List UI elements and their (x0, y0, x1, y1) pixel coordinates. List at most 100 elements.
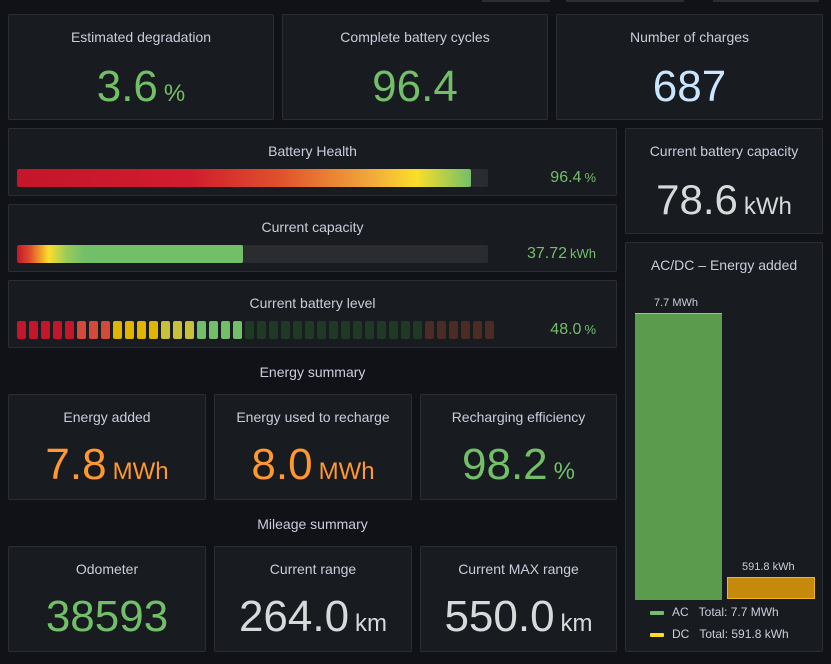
top-edge-panel (713, 0, 819, 2)
stat-value: 7.8 (45, 440, 107, 489)
current-capacity-fill (17, 245, 243, 263)
value-unit: % (584, 170, 596, 185)
battery-level-value: 48.0% (550, 321, 596, 339)
battery-level-segment (485, 321, 494, 339)
battery-level-segment (197, 321, 206, 339)
battery-level-segment (353, 321, 362, 339)
battery-level-segment (185, 321, 194, 339)
battery-level-segment (113, 321, 122, 339)
battery-level-segment (233, 321, 242, 339)
ac-bar-label: 7.7 MWh (654, 297, 699, 309)
panel-title: Odometer (75, 561, 139, 577)
panel-title: Current range (269, 561, 357, 577)
panel-title: Number of charges (629, 29, 750, 45)
battery-level-segment (389, 321, 398, 339)
energy-summary-title: Energy summary (259, 364, 366, 380)
battery-level-segment (221, 321, 230, 339)
battery-level-segment (65, 321, 74, 339)
stat-value: 96.4 (372, 62, 458, 111)
mileage-summary-title: Mileage summary (257, 516, 368, 532)
efficiency-stat: 98.2% (421, 443, 616, 487)
panel-title: Current battery capacity (649, 143, 799, 159)
stat-value: 3.6 (96, 62, 158, 111)
panel-title: Energy used to recharge (236, 409, 390, 425)
battery-level-segment (269, 321, 278, 339)
battery-health-value: 96.4% (550, 169, 596, 187)
current-capacity-value: 37.72 kWh (527, 245, 596, 263)
top-edge-panel (482, 0, 550, 2)
stat-unit: % (553, 458, 575, 485)
stat-unit: km (560, 610, 593, 637)
energy-added-stat: 7.8 MWh (9, 443, 205, 487)
dc-bar-label: 591.8 kWh (742, 561, 795, 573)
legend-dc-swatch (650, 632, 664, 637)
battery-level-segment (209, 321, 218, 339)
stat-value: 550.0 (444, 592, 555, 641)
panel-complete-battery-cycles: Complete battery cycles 96.4 (282, 14, 548, 120)
battery-level-segment (461, 321, 470, 339)
legend-dc-total: Total: 591.8 kWh (699, 627, 789, 641)
panel-title: Energy added (63, 409, 151, 425)
panel-current-max-range: Current MAX range 550.0 km (420, 546, 617, 652)
panel-current-range: Current range 264.0 km (214, 546, 412, 652)
panel-current-capacity: Current capacity 37.72 kWh (8, 204, 617, 272)
stat-value: 98.2 (462, 440, 548, 489)
current-battery-capacity-stat: 78.6 kWh (626, 179, 822, 221)
stat-unit: % (163, 80, 186, 107)
panel-title: Current battery level (249, 295, 376, 311)
stat-value: 38593 (45, 592, 169, 641)
degradation-stat: 3.6% (9, 65, 273, 109)
top-edge-panel (566, 0, 684, 2)
stat-unit: MWh (318, 458, 375, 485)
panel-energy-added: Energy added 7.8 MWh (8, 394, 206, 500)
battery-level-segment (161, 321, 170, 339)
battery-level-segment (245, 321, 254, 339)
stat-value: 8.0 (251, 440, 313, 489)
battery-level-segment (137, 321, 146, 339)
stat-unit: MWh (112, 458, 169, 485)
panel-current-battery-level: Current battery level 48.0% (8, 280, 617, 348)
stat-value: 264.0 (238, 592, 350, 641)
battery-health-fill (17, 169, 471, 187)
battery-level-segment (377, 321, 386, 339)
value-number: 37.72 (526, 245, 567, 262)
panel-title: Recharging efficiency (451, 409, 586, 425)
value-number: 96.4 (550, 169, 582, 186)
legend-ac-total: Total: 7.7 MWh (698, 605, 779, 619)
dc-bar (727, 577, 815, 599)
battery-level-segment (149, 321, 158, 339)
panel-recharging-efficiency: Recharging efficiency 98.2% (420, 394, 617, 500)
panel-title: Current MAX range (458, 561, 579, 577)
cycles-stat: 96.4 (283, 65, 547, 109)
battery-level-segment (17, 321, 26, 339)
panel-title: Complete battery cycles (340, 29, 490, 45)
value-number: 48.0 (550, 321, 582, 338)
value-unit: % (584, 322, 596, 337)
battery-level-segment (329, 321, 338, 339)
stat-value: 687 (652, 62, 727, 111)
max-range-stat: 550.0 km (421, 595, 616, 639)
odometer-stat: 38593 (9, 595, 205, 639)
legend-ac-swatch (650, 610, 664, 615)
energy-used-stat: 8.0 MWh (215, 443, 411, 487)
value-unit: kWh (570, 246, 596, 261)
battery-level-segment (53, 321, 62, 339)
current-capacity-gauge (17, 245, 488, 263)
battery-level-segment (281, 321, 290, 339)
panel-number-of-charges: Number of charges 687 (556, 14, 823, 120)
panel-current-battery-capacity: Current battery capacity 78.6 kWh (625, 128, 823, 234)
panel-odometer: Odometer 38593 (8, 546, 206, 652)
stat-value: 78.6 (656, 176, 738, 223)
panel-title: AC/DC – Energy added (650, 257, 798, 273)
stat-unit: km (355, 610, 388, 637)
legend-dc-name: DC (672, 627, 690, 641)
battery-health-gauge (17, 169, 488, 187)
legend-dc[interactable]: DC Total: 591.8 kWh (650, 627, 789, 641)
battery-level-segment (257, 321, 266, 339)
battery-level-segment (413, 321, 422, 339)
panel-acdc-energy-added: AC/DC – Energy added 7.7 MWh 591.8 kWh A… (625, 242, 823, 652)
battery-level-segment (425, 321, 434, 339)
legend-ac[interactable]: AC Total: 7.7 MWh (650, 605, 779, 619)
battery-level-segment (401, 321, 410, 339)
stat-unit: kWh (743, 193, 792, 220)
